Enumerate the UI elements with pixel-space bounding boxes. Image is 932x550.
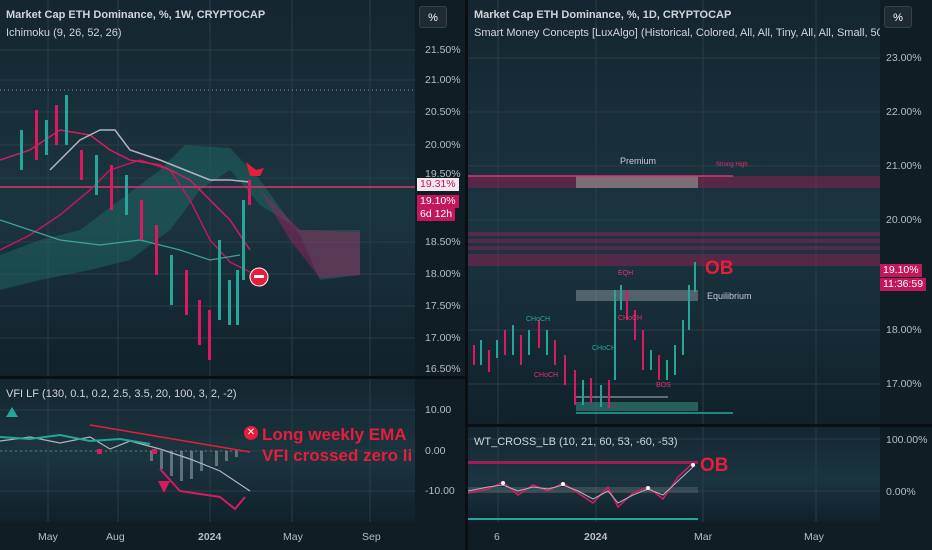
smc-choch-label: CHoCH: [526, 316, 551, 323]
left-axis-label: 17.00%: [425, 332, 461, 344]
right-axis-label: 21.00%: [886, 160, 922, 172]
right-axis-label: 23.00%: [886, 52, 922, 64]
left-sub-axis[interactable]: 10.00 0.00 -10.00: [415, 379, 465, 522]
right-time-label: 2024: [584, 531, 608, 543]
left-time-axis[interactable]: May Aug 2024 May Sep: [0, 522, 465, 550]
right-sub-indicator-label[interactable]: WT_CROSS_LB (10, 21, 60, 53, -60, -53): [474, 436, 678, 448]
left-time-label: Sep: [362, 531, 381, 543]
right-time-label: Mar: [694, 531, 713, 543]
right-sub-axis-label: 0.00%: [886, 486, 916, 498]
right-price-tag: 19.10%: [880, 264, 922, 277]
smc-choch-label: CHoCH: [618, 315, 643, 322]
right-time-label: May: [804, 531, 824, 543]
left-axis-label: 16.50%: [425, 363, 461, 375]
smc-choch-label: CHoCH: [592, 345, 617, 352]
left-axis-label: 18.00%: [425, 268, 461, 280]
right-indicator-label[interactable]: Smart Money Concepts [LuxAlgo] (Historic…: [474, 27, 930, 39]
left-time-label: 2024: [198, 531, 222, 543]
smc-eqh-label: EQH: [618, 270, 634, 277]
left-axis-label: 20.00%: [425, 139, 461, 151]
right-axis-label: 20.00%: [886, 214, 922, 226]
left-axis-label: 19.50%: [425, 168, 461, 180]
smc-bos-label: BOS: [656, 382, 671, 389]
left-price-tag-current: 19.31%: [417, 178, 459, 191]
left-alert-line-2: VFI crossed zero li: [262, 446, 413, 465]
left-sub-chart[interactable]: VFI LF (130, 0.1, 0.2, 2.5, 3.5, 20, 100…: [0, 379, 465, 522]
right-time-axis[interactable]: 6 2024 Mar May: [468, 522, 932, 550]
left-countdown: 6d 12h: [417, 208, 456, 221]
right-main-chart[interactable]: Market Cap ETH Dominance, %, 1D, CRYPTOC…: [468, 0, 932, 424]
left-chart-title: Market Cap ETH Dominance, %, 1W, CRYPTOC…: [6, 9, 266, 21]
right-unit-button[interactable]: %: [884, 6, 912, 28]
right-sub-ob-label: OB: [700, 455, 729, 476]
left-indicator-label[interactable]: Ichimoku (9, 26, 52, 26): [6, 27, 122, 39]
smc-premium-label: Premium: [620, 156, 657, 166]
left-sub-indicator-label[interactable]: VFI LF (130, 0.1, 0.2, 2.5, 3.5, 20, 100…: [6, 388, 237, 400]
right-sub-chart[interactable]: WT_CROSS_LB (10, 21, 60, 53, -60, -53) O…: [468, 427, 932, 522]
left-time-label: May: [283, 531, 303, 543]
left-time-label: Aug: [106, 531, 125, 543]
right-sub-axis-label: 100.00%: [886, 434, 928, 446]
left-sub-axis-label: 0.00: [425, 445, 446, 457]
alert-close-icon[interactable]: ✕: [244, 426, 258, 440]
right-price-axis[interactable]: % 23.00% 22.00% 21.00% 20.00% 18.00% 17.…: [880, 0, 932, 424]
left-price-axis[interactable]: % 21.50% 21.00% 20.50% 20.00% 19.50% 18.…: [415, 0, 465, 376]
left-alert-line-1: Long weekly EMA: [262, 425, 407, 444]
left-unit-button[interactable]: %: [419, 6, 447, 28]
left-main-plot: [0, 0, 415, 376]
left-axis-label: 21.00%: [425, 74, 461, 86]
left-axis-label: 21.50%: [425, 44, 461, 56]
smc-choch-label: CHoCH: [534, 372, 559, 379]
left-sub-axis-label: 10.00: [425, 404, 452, 416]
left-axis-label: 17.50%: [425, 300, 461, 312]
right-axis-label: 22.00%: [886, 106, 922, 118]
right-axis-label: 18.00%: [886, 324, 922, 336]
left-axis-label: 18.50%: [425, 236, 461, 248]
right-main-plot: [468, 0, 880, 424]
left-price-tag-last: 19.10%: [417, 195, 459, 208]
right-countdown: 11:36:59: [880, 278, 927, 291]
smc-strong-high-label: Strong High: [716, 162, 748, 168]
right-sub-axis[interactable]: 100.00% 0.00%: [880, 427, 932, 522]
right-ob-label: OB: [705, 258, 734, 279]
right-time-label: 6: [494, 531, 500, 543]
left-axis-label: 20.50%: [425, 106, 461, 118]
right-sub-plot: [468, 427, 880, 522]
smc-equilibrium-label: Equilibrium: [707, 291, 752, 301]
right-chart-title: Market Cap ETH Dominance, %, 1D, CRYPTOC…: [474, 9, 732, 21]
right-axis-label: 17.00%: [886, 378, 922, 390]
left-sub-plot: [0, 379, 415, 522]
left-sub-axis-label: -10.00: [425, 485, 455, 497]
left-time-label: May: [38, 531, 58, 543]
left-main-chart[interactable]: Market Cap ETH Dominance, %, 1W, CRYPTOC…: [0, 0, 465, 376]
